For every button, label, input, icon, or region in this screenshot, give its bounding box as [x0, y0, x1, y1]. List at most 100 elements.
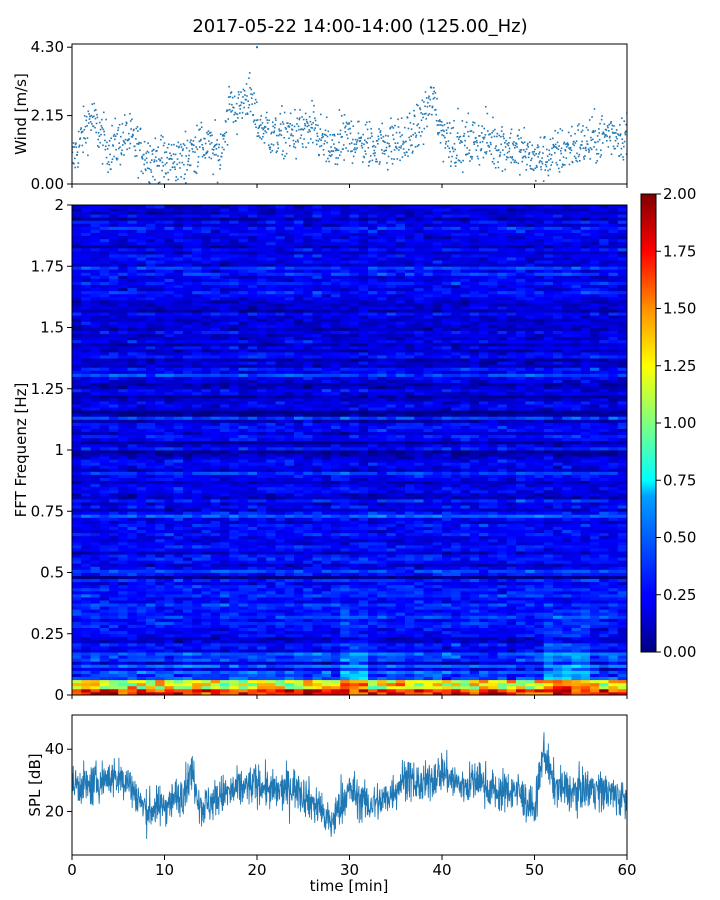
spectrogram-cell: [257, 446, 267, 451]
spectrogram-cell: [109, 492, 119, 497]
spectrogram-cell: [210, 486, 221, 491]
spectrogram-cell: [90, 211, 101, 215]
spectrogram-cell: [164, 529, 175, 534]
spectrogram-cell: [72, 495, 82, 500]
spectrogram-cell: [72, 508, 82, 512]
spectrogram-cell: [183, 652, 193, 656]
spectrogram-cell: [90, 370, 101, 374]
wind-data-point: [425, 117, 428, 120]
spectrogram-cell: [275, 575, 286, 580]
spectrogram-cell: [266, 238, 276, 243]
spectrogram-cell: [257, 422, 267, 426]
spectrogram-cell: [99, 538, 110, 543]
wind-data-point: [124, 138, 127, 141]
wind-data-point: [514, 144, 517, 147]
wind-data-point: [489, 133, 491, 135]
spectrogram-cell: [109, 324, 119, 328]
spectrogram-cell: [155, 560, 165, 564]
spectrogram-cell: [127, 290, 138, 295]
wind-data-point: [301, 143, 304, 145]
spectrogram-cell: [72, 499, 82, 503]
wind-data-point: [148, 167, 151, 170]
wind-data-point: [267, 128, 270, 130]
wind-data-point: [449, 132, 452, 135]
wind-data-point: [482, 156, 485, 159]
wind-data-point: [288, 144, 291, 147]
spectrogram-cell: [238, 401, 249, 405]
spectrogram-cell: [173, 566, 184, 570]
spectrogram-cell: [275, 600, 286, 604]
spectrogram-cell: [72, 425, 82, 429]
spectrogram-cell: [99, 471, 110, 475]
spectrogram-cell: [247, 489, 258, 494]
spectrogram-cell: [247, 355, 258, 359]
spectrogram-cell: [247, 303, 258, 307]
spectrogram-cell: [247, 208, 258, 212]
spectrogram-cell: [201, 358, 212, 362]
spectrogram-cell: [192, 312, 202, 316]
spectrogram-cell: [266, 376, 276, 380]
spectrogram-cell: [99, 250, 110, 255]
spectrogram-cell: [266, 391, 276, 396]
spectrogram-cell: [81, 388, 91, 393]
spectrogram-cell: [155, 624, 165, 629]
spectrogram-cell: [210, 275, 221, 279]
spectrogram-cell: [210, 355, 221, 359]
spectrogram-cell: [118, 358, 128, 362]
spectrogram-cell: [127, 345, 138, 350]
wind-data-point: [613, 132, 616, 134]
spectrogram-cell: [192, 401, 202, 405]
spectrogram-cell: [155, 578, 165, 583]
spectrogram-cell: [238, 413, 249, 417]
spectrogram-cell: [99, 217, 110, 221]
spectrogram-cell: [192, 263, 202, 267]
spectrogram-cell: [90, 511, 101, 515]
spectrogram-cell: [266, 529, 276, 534]
spectrogram-cell: [220, 250, 230, 255]
wind-data-point: [367, 146, 370, 149]
spectrogram-cell: [109, 486, 119, 491]
spectrogram-cell: [192, 410, 202, 414]
spectrogram-cell: [118, 621, 128, 625]
spectrogram-cell: [247, 544, 258, 549]
spectrogram-cell: [229, 254, 239, 258]
spectrogram-cell: [127, 624, 138, 629]
wind-data-point: [392, 134, 394, 136]
spectrogram-cell: [183, 339, 193, 344]
spectrogram-cell: [173, 505, 184, 509]
spectrogram-cell: [72, 303, 82, 307]
spectrogram-cell: [72, 364, 82, 368]
spectrogram-cell: [192, 318, 202, 322]
spectrogram-cell: [146, 299, 156, 304]
wind-data-point: [609, 122, 612, 125]
spectrogram-cell: [109, 303, 119, 307]
spectrogram-cell: [136, 318, 147, 322]
wind-data-point: [467, 135, 470, 138]
wind-data-point: [259, 118, 262, 121]
spectrogram-cell: [146, 327, 156, 331]
spectrogram-cell: [72, 339, 82, 344]
spectrogram-cell: [164, 358, 175, 362]
spectrogram-cell: [266, 211, 276, 215]
spectrogram-cell: [164, 627, 175, 632]
wind-data-point: [157, 146, 159, 148]
spectrogram-cell: [72, 526, 82, 531]
spectrogram-cell: [72, 443, 82, 448]
spectrogram-cell: [220, 615, 230, 619]
spectrogram-cell: [183, 370, 193, 374]
wind-data-point: [568, 163, 571, 166]
spectrogram-cell: [136, 348, 147, 353]
spectrogram-cell: [127, 327, 138, 331]
spectrogram-cell: [183, 284, 193, 289]
spectrogram-cell: [173, 345, 184, 350]
spectrogram-cell: [81, 336, 91, 341]
wind-x-ticks: [71, 184, 628, 188]
wind-data-point: [129, 112, 131, 115]
spectrogram-cell: [155, 642, 165, 647]
spectrogram-cell: [164, 284, 175, 289]
spectrogram-cell: [210, 551, 221, 555]
wind-data-point: [336, 133, 339, 136]
spectrogram-cell: [72, 544, 82, 549]
spectrogram-cell: [201, 376, 212, 380]
spectrogram-cell: [109, 257, 119, 261]
